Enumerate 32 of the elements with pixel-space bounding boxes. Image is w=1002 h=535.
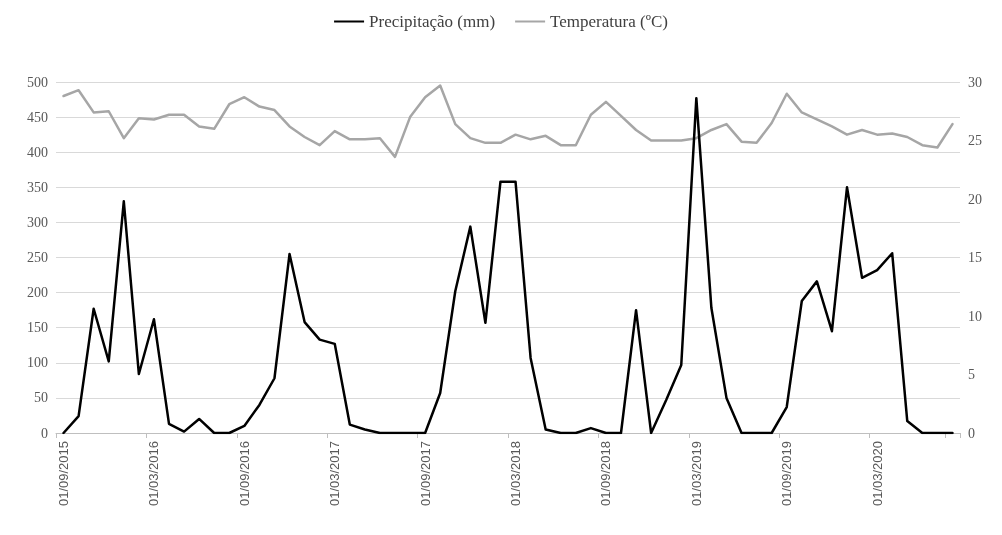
x-tick-label: 01/09/2018 <box>598 441 614 507</box>
x-tick-label: 01/03/2019 <box>688 441 704 507</box>
x-tick-label: 01/03/2017 <box>327 441 343 507</box>
y-tick-label: 450 <box>27 109 48 125</box>
y-tick-label: 300 <box>27 214 48 230</box>
y-tick-label: 350 <box>27 179 48 195</box>
y2-tick-label: 25 <box>968 133 982 148</box>
y-tick-label: 50 <box>34 390 48 406</box>
legend-label: Temperatura (ºC) <box>550 12 668 31</box>
y-tick-label: 400 <box>27 144 48 160</box>
x-tick-label: 01/09/2015 <box>56 441 72 507</box>
y-tick-label: 0 <box>41 425 48 441</box>
line-series <box>62 84 954 159</box>
y-tick-label: 250 <box>27 250 48 265</box>
x-tick-label: 01/03/2020 <box>869 441 885 507</box>
y2-tick-label: 20 <box>968 191 982 207</box>
y2-tick-label: 15 <box>968 250 982 265</box>
x-tick-label: 01/03/2018 <box>508 441 524 507</box>
y-tick-label: 200 <box>27 285 48 301</box>
line-series <box>62 96 954 435</box>
y-tick-label: 500 <box>27 74 48 90</box>
legend-label: Precipitação (mm) <box>369 12 496 31</box>
x-tick-label: 01/09/2016 <box>236 441 252 507</box>
y-tick-label: 150 <box>27 320 48 336</box>
x-tick-label: 01/09/2019 <box>779 441 795 507</box>
y2-tick-label: 5 <box>968 367 975 382</box>
y2-tick-label: 0 <box>968 425 975 441</box>
x-tick-label: 01/09/2017 <box>417 441 433 507</box>
y2-tick-label: 30 <box>968 74 982 90</box>
y-tick-label: 100 <box>27 355 48 371</box>
y2-tick-label: 10 <box>968 308 982 324</box>
x-tick-label: 01/03/2016 <box>146 441 162 507</box>
